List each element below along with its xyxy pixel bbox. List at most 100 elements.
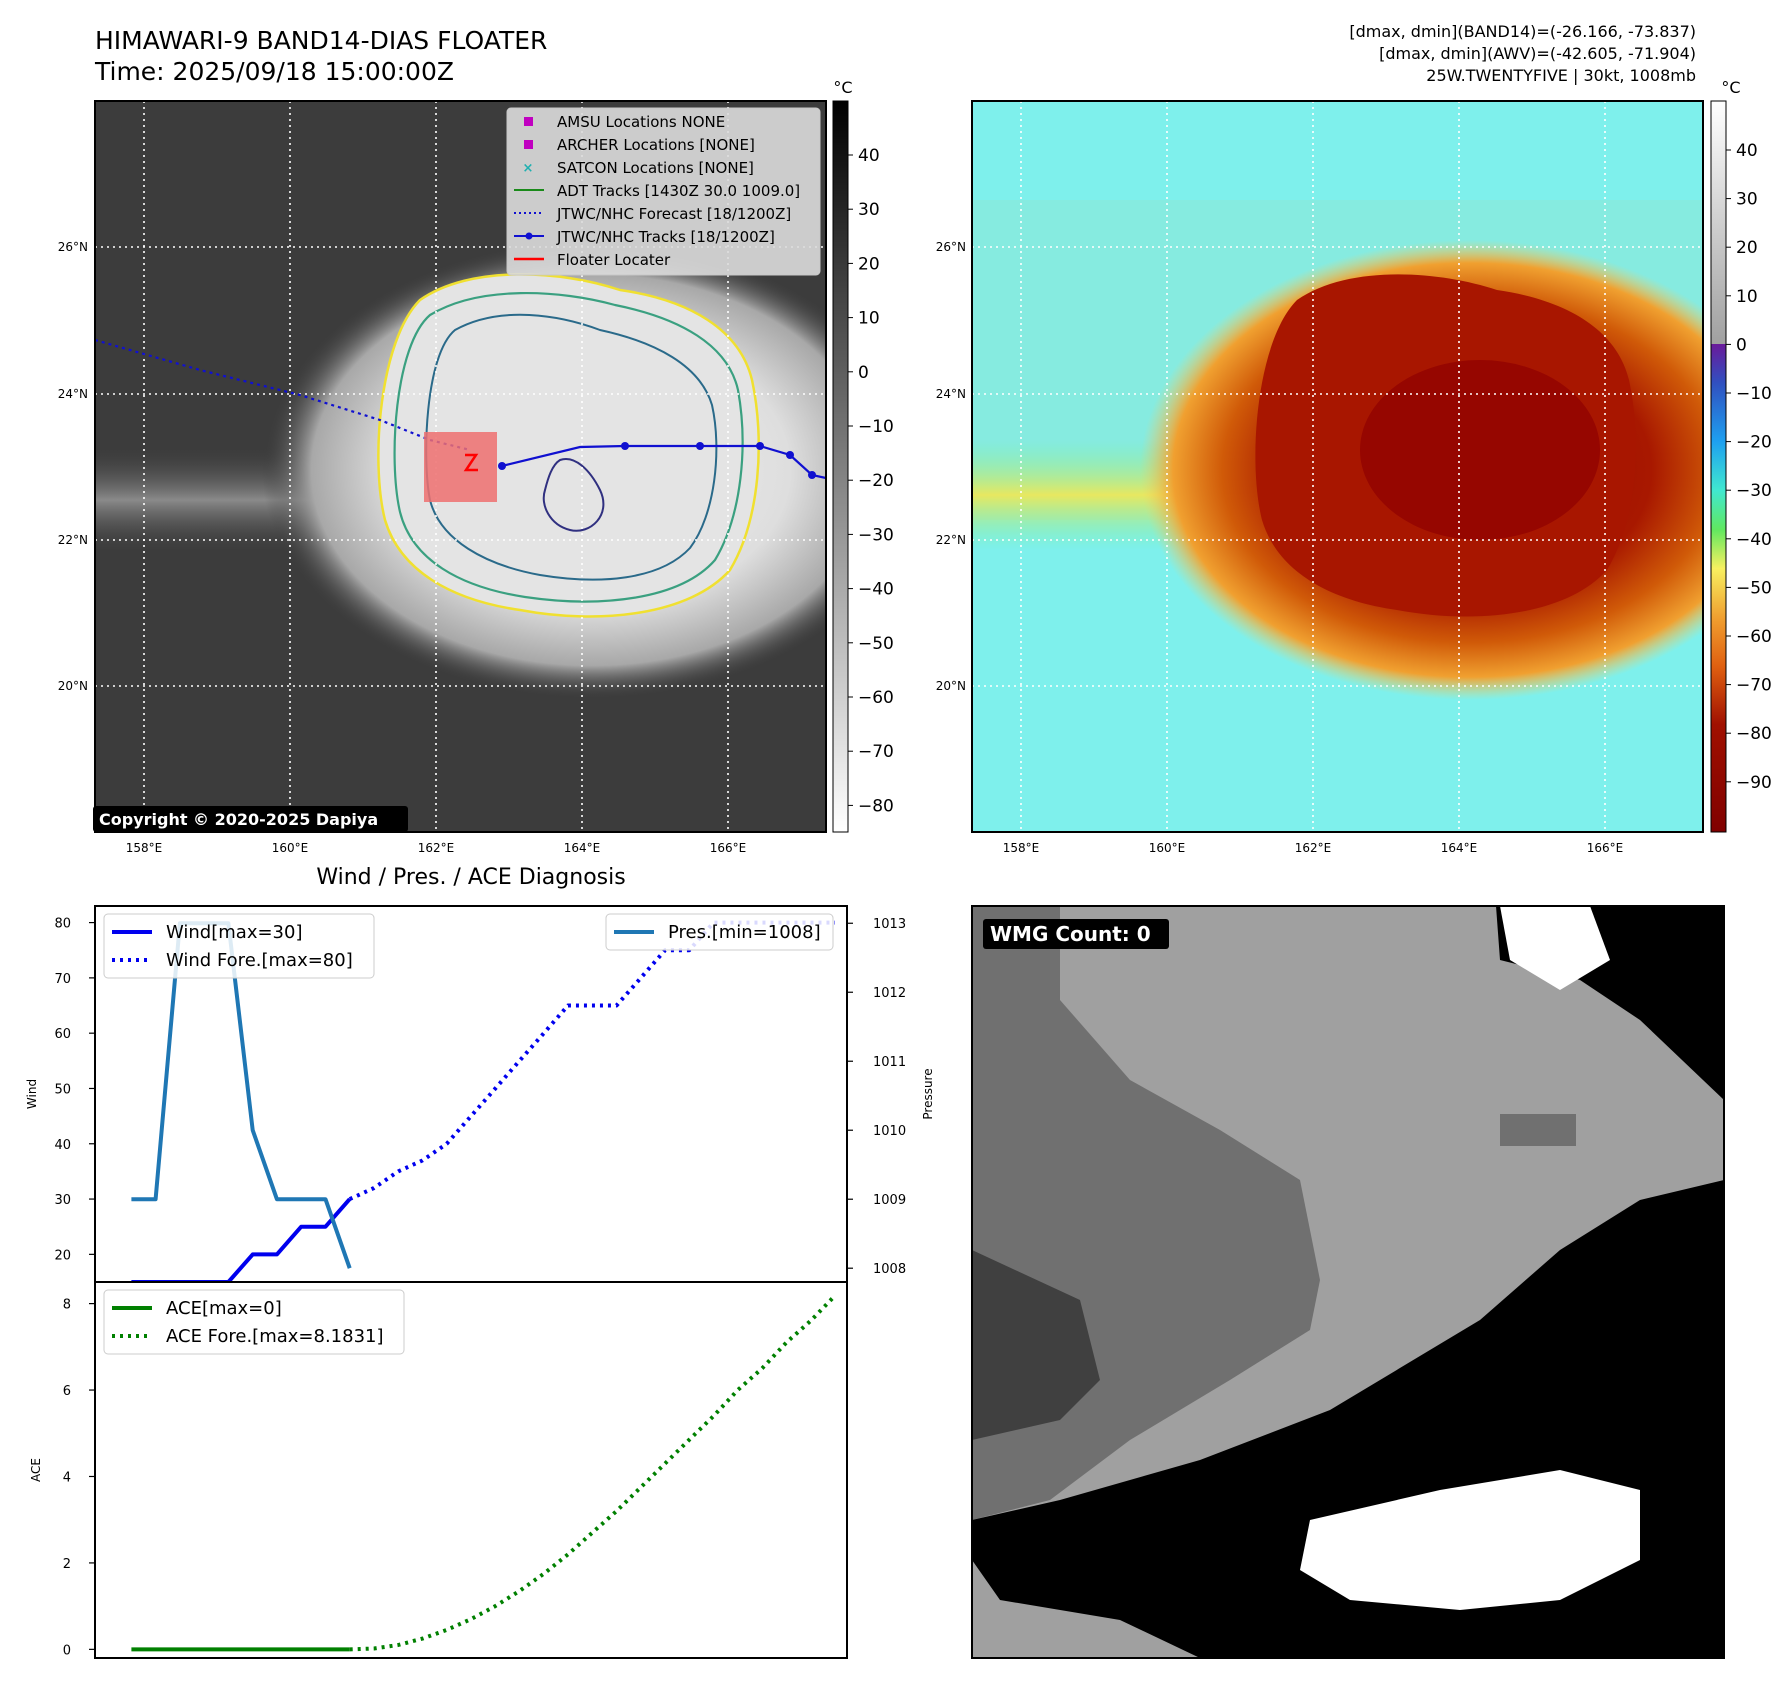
- ace-chart-series-1: [349, 1294, 837, 1652]
- floater-locater-mark: [463, 453, 479, 472]
- ace-chart-ytick-label: 2: [63, 1557, 71, 1572]
- ir-lat-label: 22°N: [58, 533, 88, 547]
- color-lon-label: 162°E: [1295, 841, 1332, 855]
- legend-swatch-satcon: ×: [523, 161, 534, 176]
- map-legend-box: [506, 107, 821, 276]
- legend-label-adt: ADT Tracks [1430Z 30.0 1009.0]: [557, 182, 800, 200]
- wind-chart-ytick-label: 70: [54, 972, 71, 987]
- ir-colorbar-tick-label: −30: [858, 525, 894, 545]
- wind-chart-ytick-label: 60: [54, 1027, 71, 1042]
- ir-lat-label: 24°N: [58, 387, 88, 401]
- ir-contour-navy: [542, 458, 605, 532]
- ir-colorbar-tick-label: 0: [858, 363, 869, 383]
- copyright-box: [93, 806, 408, 832]
- color-enhanced-panel: [971, 100, 1704, 833]
- ir-colorbar-unit: °C: [833, 78, 852, 97]
- jtwc-best-track: [501, 444, 826, 480]
- color-colorbar-tick-label: −80: [1736, 724, 1772, 744]
- color-colorbar-warm: [1711, 101, 1726, 344]
- color-colorbar-tick-label: −90: [1736, 773, 1772, 793]
- wind-pressure-chart: Wind Pressure 20 30 40 50 60 70 80 1008 1009 1010…: [25, 905, 935, 1284]
- wmg-count-label: WMG Count: 0: [990, 922, 1151, 946]
- legend-label-floater: Floater Locater: [557, 251, 671, 269]
- ir-storm-cold-top: [378, 274, 759, 617]
- color-colorbar-tick-label: 30: [1736, 190, 1758, 210]
- pressure-legend-label: Pres.[min=1008]: [668, 922, 821, 943]
- info-line-storm: 25W.TWENTYFIVE | 30kt, 1008mb: [1426, 66, 1696, 85]
- info-line-awv: [dmax, dmin](AWV)=(-42.605, -71.904): [1379, 44, 1696, 63]
- legend-label-tracks: JTWC/NHC Tracks [18/1200Z]: [556, 228, 775, 246]
- ace-fore-legend-label: ACE Fore.[max=8.1831]: [166, 1326, 384, 1347]
- ir-colorbar-tick-label: 30: [858, 200, 880, 220]
- color-colorbar-tick-label: 20: [1736, 238, 1758, 258]
- ir-colorbar-tick-label: −70: [858, 742, 894, 762]
- floater-locator-box: [424, 432, 497, 502]
- ir-lat-label: 20°N: [58, 679, 88, 693]
- ir-lat-label: 26°N: [58, 240, 88, 254]
- ir-colorbar-tick-label: −60: [858, 688, 894, 708]
- legend-label-amsu: AMSU Locations NONE: [557, 113, 725, 131]
- wind-chart-ytick-label: 80: [54, 917, 71, 932]
- ace-legend-label: ACE[max=0]: [166, 1298, 282, 1319]
- color-storm-coldest: [1360, 360, 1600, 540]
- ir-colorbar-tick-label: 40: [858, 146, 880, 166]
- color-lat-label: 26°N: [936, 240, 966, 254]
- ir-colorbar-bar: [832, 100, 849, 833]
- ir-frame: [94, 100, 827, 833]
- color-lon-label: 164°E: [1441, 841, 1478, 855]
- color-lon-label: 158°E: [1003, 841, 1040, 855]
- color-gridlines: [972, 101, 1703, 832]
- ace-legend-box: [103, 1289, 405, 1355]
- color-colorbar-tick-label: −70: [1736, 676, 1772, 696]
- color-lat-label: 24°N: [936, 387, 966, 401]
- wind-chart-ytick-right-label: 1012: [873, 986, 906, 1001]
- legend-swatch-archer: [524, 140, 533, 149]
- color-frame: [971, 100, 1704, 833]
- wind-chart-series-2: [131, 921, 352, 1269]
- color-colorbar-unit: °C: [1721, 78, 1740, 97]
- ace-chart-ytick-label: 8: [63, 1298, 71, 1313]
- wind-chart-ytick-right-label: 1011: [873, 1055, 906, 1070]
- wmg-frame: [971, 905, 1725, 1659]
- copyright-text: Copyright © 2020-2025 Dapiya: [99, 810, 378, 829]
- wmg-region-white-top: [1500, 906, 1610, 990]
- color-colorbar-cold: [1711, 344, 1726, 832]
- color-colorbar-tick-label: 40: [1736, 141, 1758, 161]
- ir-map-axis-labels: 158°E 160°E 162°E 164°E 166°E 26°N 24°N …: [58, 240, 747, 855]
- color-map-axis-labels: 158°E 160°E 162°E 164°E 166°E 26°N 24°N …: [936, 240, 1624, 855]
- wind-chart-series-1: [348, 920, 835, 1201]
- wind-chart-ytick-label: 40: [54, 1138, 71, 1153]
- info-line-band14: [dmax, dmin](BAND14)=(-26.166, -73.837): [1349, 22, 1696, 41]
- wind-axis-label: Wind: [25, 1079, 39, 1109]
- legend-swatch-amsu: [524, 117, 533, 126]
- ir-lon-label: 160°E: [272, 841, 309, 855]
- wind-chart-ytick-label: 30: [54, 1193, 71, 1208]
- ace-chart: ACE 0 2 4 6 8 ACE[max=0] ACE Fore.[max=8.183…: [29, 1281, 848, 1659]
- ir-satellite-panel: × AMSU Locations NONE ARCHER Locations […: [93, 100, 827, 833]
- wind-chart-ytick-right-label: 1009: [873, 1193, 906, 1208]
- ir-contour-yellow: [377, 273, 760, 618]
- wmg-region-white-bottom: [1300, 1470, 1640, 1610]
- color-colorbar-tick-label: −20: [1736, 433, 1772, 453]
- ir-colorbar-tick-label: 20: [858, 254, 880, 274]
- map-legend: × AMSU Locations NONE ARCHER Locations […: [506, 107, 821, 276]
- color-colorbar-tick-label: −50: [1736, 578, 1772, 598]
- legend-label-forecast: JTWC/NHC Forecast [18/1200Z]: [556, 205, 791, 223]
- diagnosis-title: Wind / Pres. / ACE Diagnosis: [316, 865, 625, 890]
- wind-legend-label: Wind[max=30]: [166, 922, 303, 943]
- jtwc-track-points: [498, 442, 816, 479]
- wind-chart-ytick-right-label: 1008: [873, 1262, 906, 1277]
- ir-lon-label: 158°E: [126, 841, 163, 855]
- ir-lon-label: 166°E: [710, 841, 747, 855]
- color-colorbar-frame: [1710, 100, 1727, 833]
- wind-legend-box: [103, 913, 375, 979]
- ace-chart-ytick-label: 0: [63, 1643, 71, 1658]
- wind-fore-legend-label: Wind Fore.[max=80]: [166, 950, 353, 971]
- wind-chart-ytick-right-label: 1010: [873, 1124, 906, 1139]
- wind-chart-ytick-right-label: 1013: [873, 917, 906, 932]
- color-colorbar-tick-label: 10: [1736, 287, 1758, 307]
- ir-contour-green: [393, 292, 744, 603]
- ir-colorbar: °C 40 30 20 10 0 −10 −20 −30 −40 −50 −60 −70 −80: [832, 78, 894, 833]
- color-colorbar: °C 40 30 20 10 0 −10 −20 −30 −40 −50 −60 −70 −80 −90: [1710, 78, 1772, 833]
